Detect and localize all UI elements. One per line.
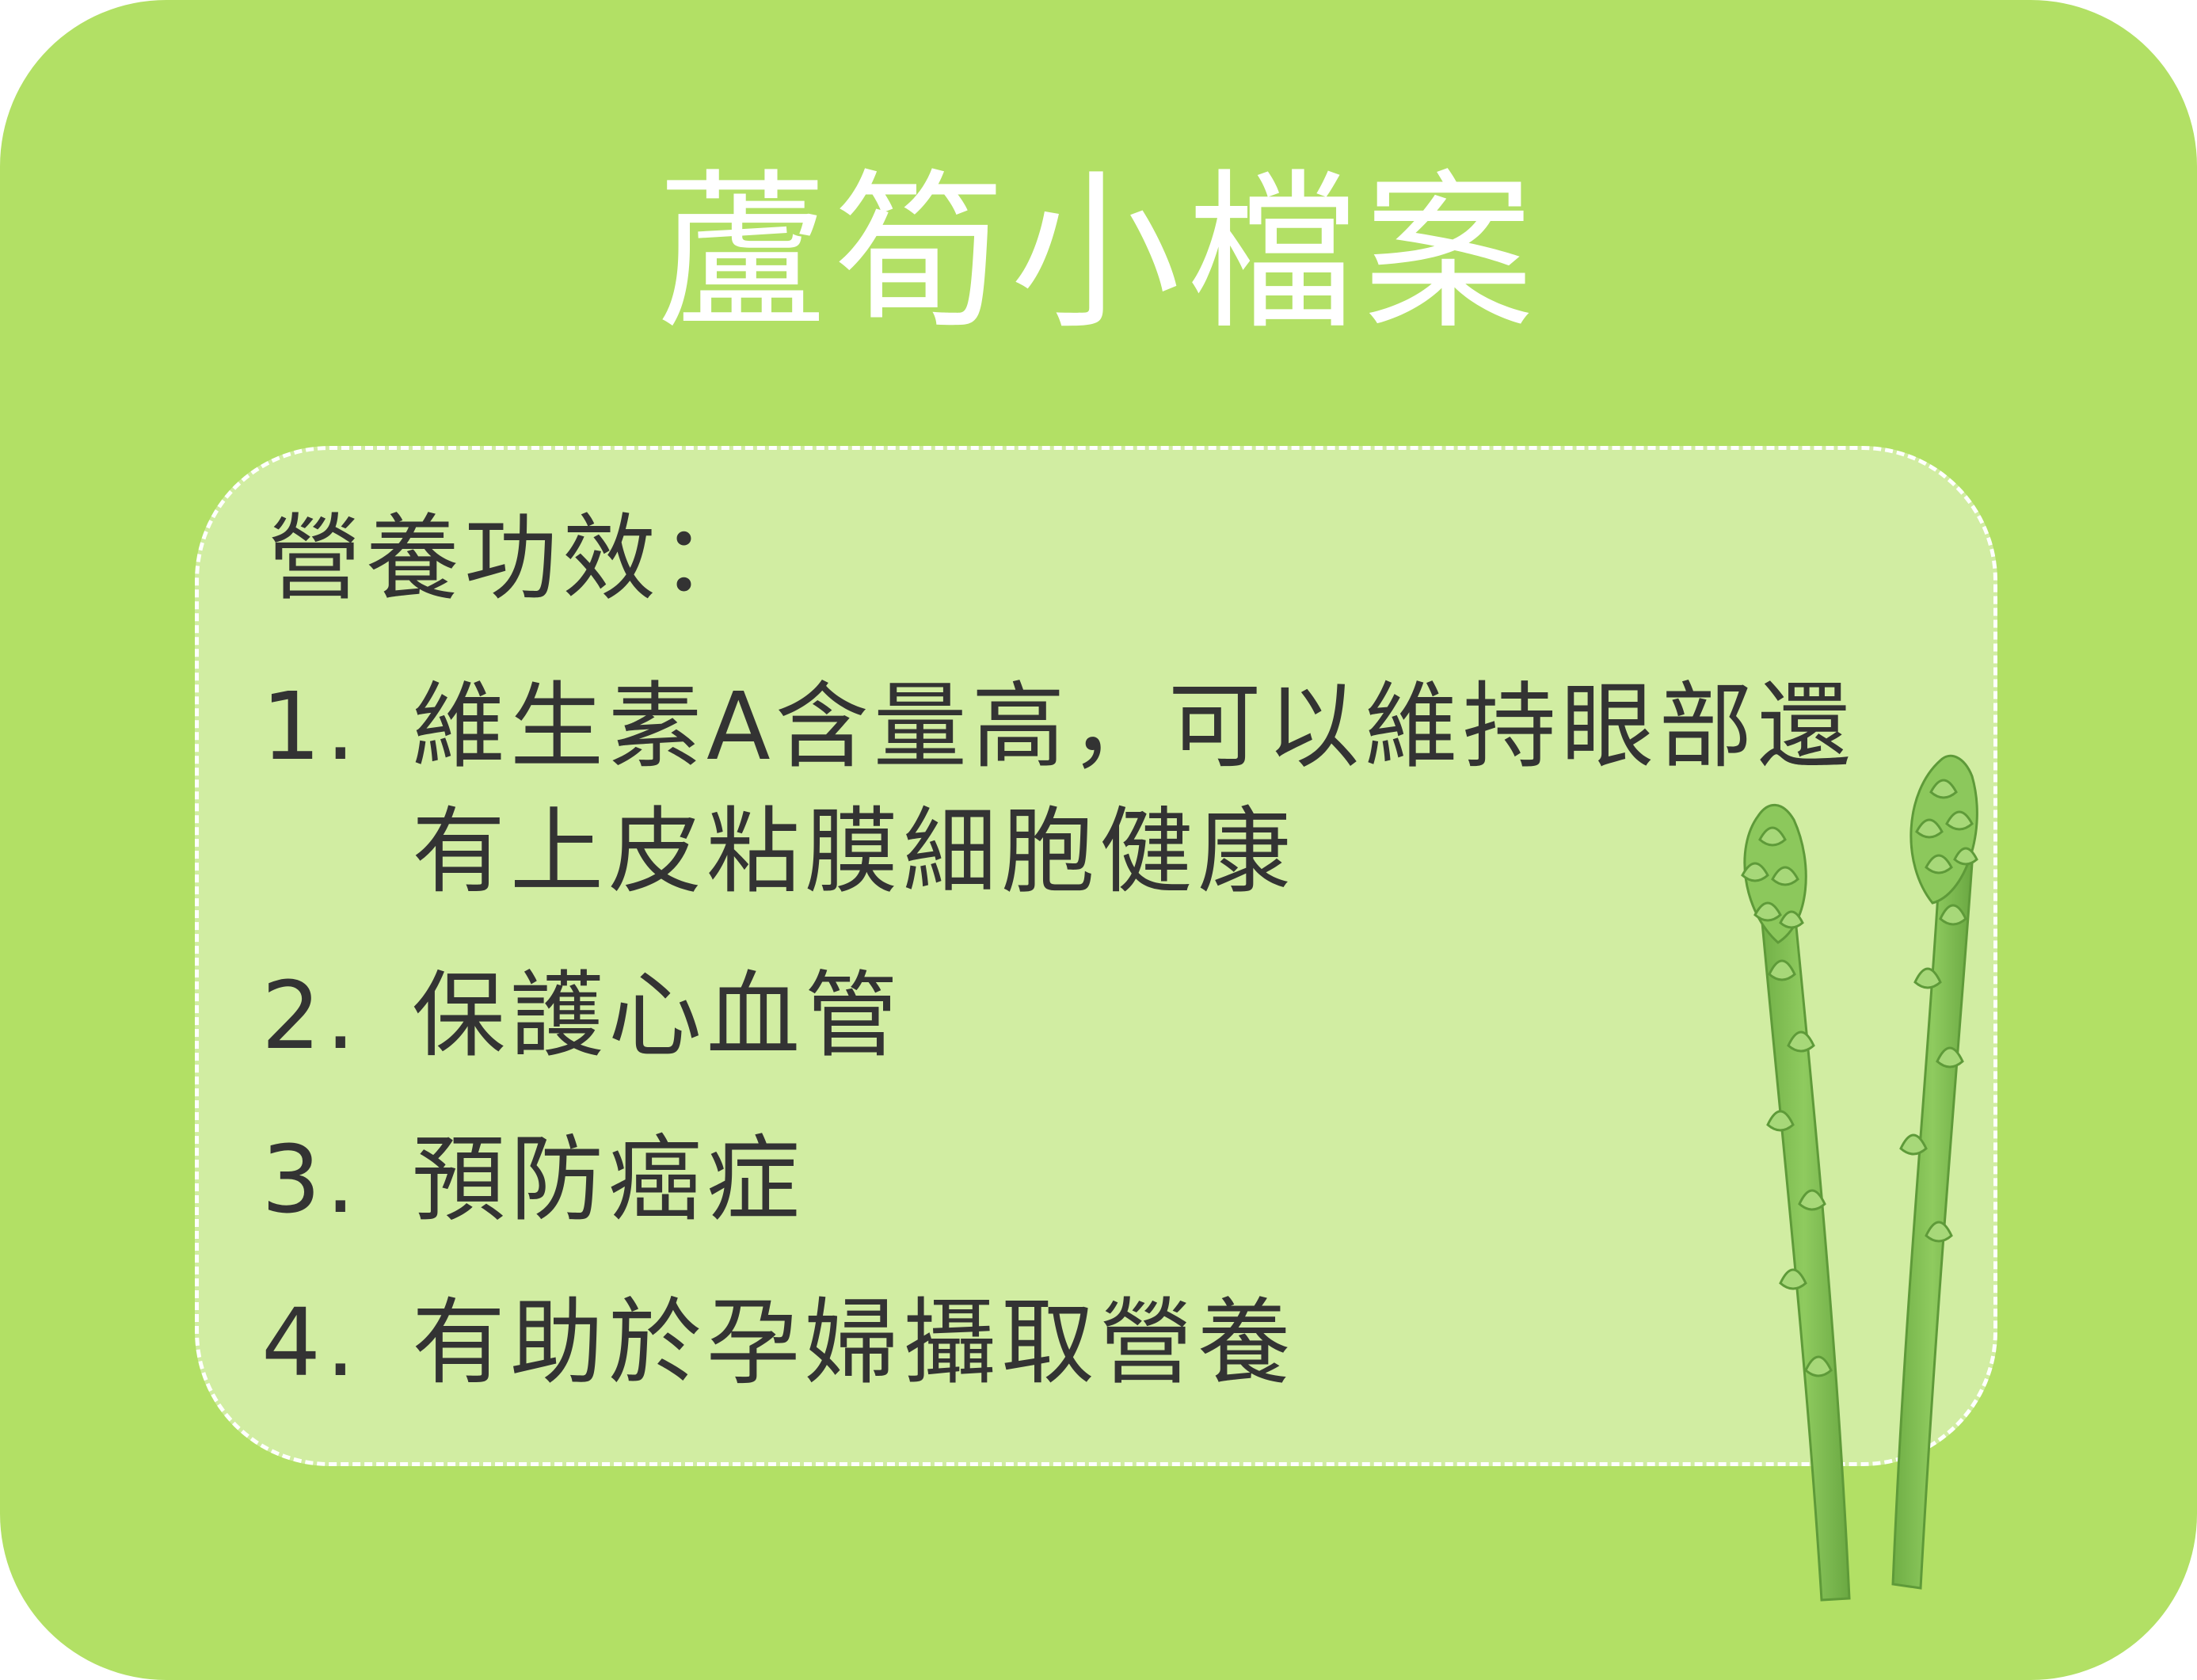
list-item-number: 3. <box>261 1125 360 1234</box>
page-title: 蘆筍小檔案 <box>657 154 1540 352</box>
list-item-number: 2. <box>261 961 360 1070</box>
list-item-number: 4. <box>261 1288 360 1397</box>
list-item-text: 保護心血管 <box>412 961 904 1070</box>
list-item-number: 1. <box>261 672 360 781</box>
section-heading: 營養功效： <box>268 504 760 613</box>
list-item-text: 維生素A含量高，可以維持眼部還 有上皮粘膜細胞健康 <box>412 672 1856 906</box>
list-item-text: 預防癌症 <box>412 1125 805 1234</box>
content-panel <box>195 446 1997 1466</box>
list-item-text: 有助於孕婦攝取營養 <box>412 1288 1296 1397</box>
asparagus-icon <box>1741 754 1978 1602</box>
